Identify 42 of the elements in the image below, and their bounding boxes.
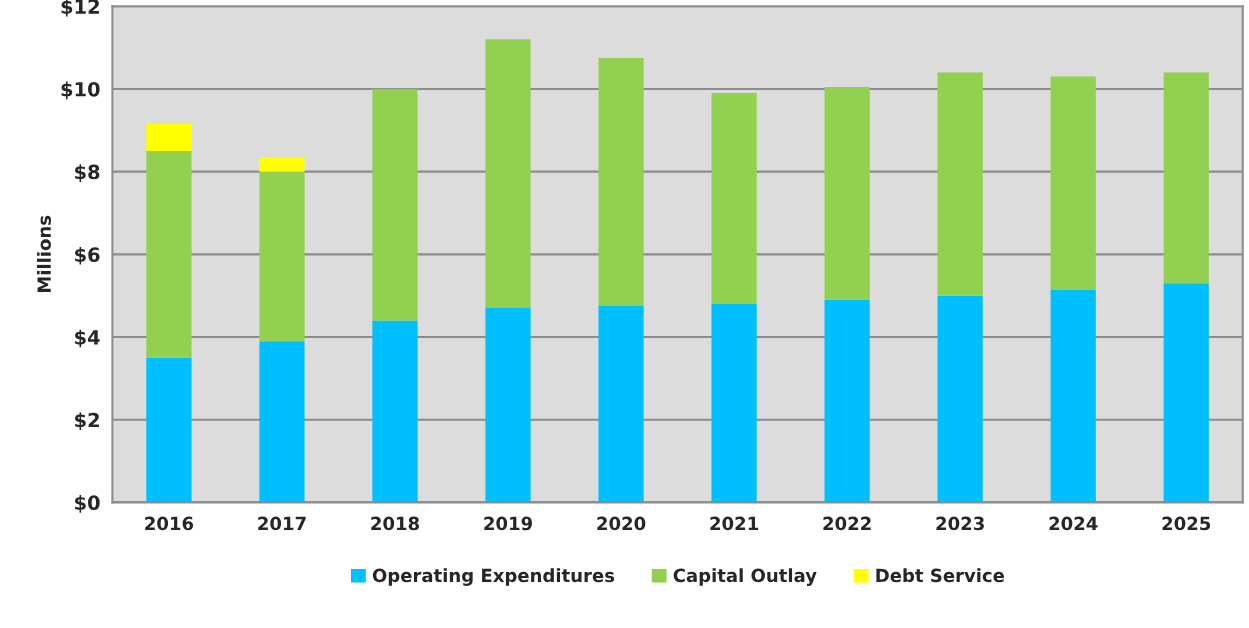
y-axis-title: Millions xyxy=(36,215,51,293)
y-tick-label: $6 xyxy=(75,246,100,265)
bar xyxy=(1163,283,1209,503)
bar xyxy=(824,299,870,503)
bar xyxy=(598,57,644,307)
bar xyxy=(146,124,192,151)
bar xyxy=(1050,289,1096,503)
x-tick-label: 2025 xyxy=(1162,516,1211,531)
x-tick-label: 2019 xyxy=(484,516,532,531)
y-tick-label: $8 xyxy=(75,164,100,182)
legend-label: Operating Expenditures xyxy=(372,568,615,586)
bar xyxy=(1163,72,1209,284)
x-tick-label: 2018 xyxy=(371,516,419,531)
bar xyxy=(259,341,305,503)
x-tick-label: 2021 xyxy=(710,516,758,531)
bar xyxy=(259,157,305,172)
bar xyxy=(937,72,983,296)
bar xyxy=(485,39,531,309)
legend-label: Debt Service xyxy=(876,568,1005,583)
bar xyxy=(598,306,644,503)
x-tick-label: 2017 xyxy=(258,516,306,531)
y-tick-label: $2 xyxy=(75,412,99,430)
x-tick-label: 2020 xyxy=(597,516,646,531)
bar xyxy=(259,171,305,342)
bar xyxy=(711,93,757,304)
x-tick-label: 2024 xyxy=(1049,516,1098,531)
bar xyxy=(372,88,418,321)
y-tick-label: $4 xyxy=(75,329,100,348)
y-tick-label: $10 xyxy=(61,81,100,100)
x-tick-label: 2022 xyxy=(823,516,871,531)
bar xyxy=(485,308,531,503)
x-tick-label: 2016 xyxy=(145,516,194,531)
bar xyxy=(711,303,757,503)
y-tick-label: $0 xyxy=(75,495,100,513)
bar xyxy=(824,86,870,300)
bar xyxy=(1050,76,1096,290)
x-tick-label: 2023 xyxy=(936,516,984,531)
legend-label: Capital Outlay xyxy=(673,568,817,586)
bar xyxy=(937,295,983,503)
bar xyxy=(146,357,192,503)
bar xyxy=(372,320,418,503)
bar xyxy=(146,150,192,358)
